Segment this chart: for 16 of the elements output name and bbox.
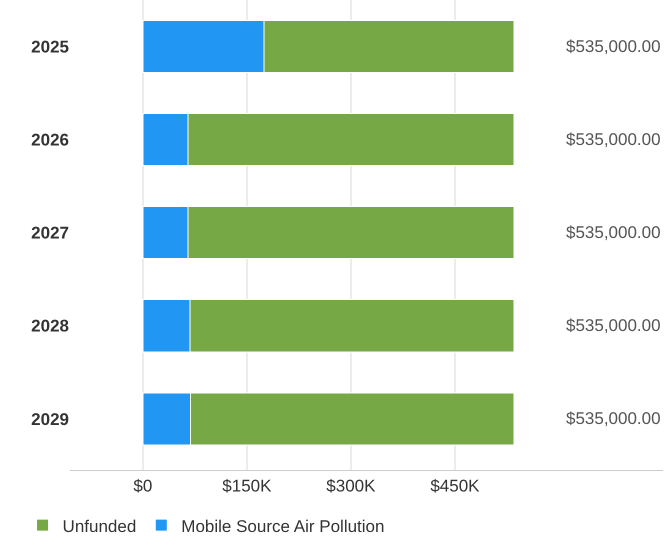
y-tick-label: 2025 (31, 37, 69, 56)
y-tick-label: 2029 (31, 410, 69, 429)
legend-label: Mobile Source Air Pollution (181, 516, 384, 536)
x-tick-label: $300K (326, 476, 376, 496)
total-label: $535,000.00 (566, 409, 661, 428)
y-tick-label: 2027 (31, 224, 69, 243)
x-tick-label: $150K (222, 476, 272, 496)
x-tick-label: $450K (430, 476, 480, 496)
y-tick-label: 2028 (31, 316, 69, 336)
total-label: $535,000.00 (566, 223, 661, 242)
legend-label: Unfunded (62, 516, 136, 536)
y-tick-label: 2026 (31, 130, 69, 150)
total-label: $535,000.00 (566, 316, 661, 335)
total-label: $535,000.00 (566, 37, 661, 56)
total-label: $535,000.00 (566, 130, 661, 149)
x-tick-label: $0 (133, 476, 152, 496)
